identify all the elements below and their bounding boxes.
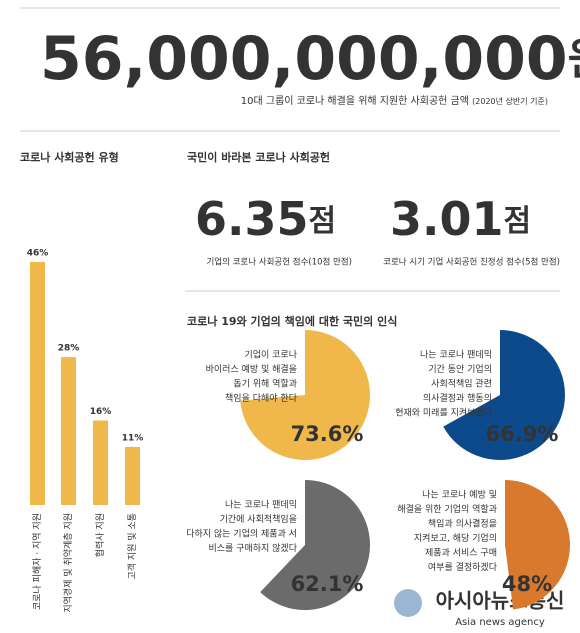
watermark-logo [394,589,422,617]
pie-annotation: 해결을 위한 기업의 역할과 [397,504,497,515]
bar [125,446,140,505]
pie-annotation: 나는 코로나 예방 및 [422,489,497,501]
pie-slice [240,330,370,460]
bar [93,420,108,505]
category-label: 협력사 지원 [94,513,106,557]
pie-annotation: 기간에 사회적책임을 [220,513,297,525]
value-label: 11% [122,433,144,443]
bar [61,357,76,505]
category-label: 고객 지원 및 소통 [126,513,138,580]
value-label: 48% [502,572,552,596]
pie-slice [505,480,570,610]
pie-annotation: 다하지 않는 기업의 제품과 서 [186,529,297,540]
pie-annotation: 지켜보고, 해당 기업의 [414,533,497,544]
headline: 56,000,000,000원 [40,24,580,94]
pie-annotation: 나는 코로나 팬데믹 [225,499,297,511]
pie-annotation: 돕기 위해 역할과 [233,379,297,390]
score-label: 기업의 코로나 사회공헌 점수(10점 만점) [206,257,352,268]
category-label: 지역경제 및 취약계층 지원 [62,513,74,613]
section-title: 코로나 19와 기업의 책임에 대한 국민의 인식 [187,314,397,328]
pie-annotation: 기간 동안 기업의 [428,364,492,375]
pie-annotation: 책임과 의사결정을 [428,518,497,530]
pie-annotation: 현재와 미래를 지켜보겠다 [395,407,493,419]
pie-annotation: 기업이 코로나 [244,350,297,361]
headline-caption: 10대 그룹이 코로나 해결을 위해 지원한 사회공헌 금액 (2020년 상반… [241,94,548,107]
bar [30,262,45,505]
pie-annotation: 비스를 구매하지 않겠다 [208,543,297,554]
category-label: 코로나 피해자 · 지역 지원 [32,513,43,610]
pie-annotation: 나는 코로나 팬데믹 [420,349,492,361]
value-label: 66.9% [486,422,559,446]
pie-annotation: 제품과 서비스 구매 [425,548,497,559]
watermark-sub: Asia news agency [455,617,545,628]
score: 6.35점 [195,192,336,246]
value-label: 46% [27,249,49,259]
bar-title: 코로나 사회공헌 유형 [20,150,119,164]
value-label: 16% [90,407,112,417]
pie-annotation: 여부를 결정하겠다 [428,561,498,573]
pie-annotation: 바이러스 예방 및 해결을 [206,363,297,375]
pie-slice [260,480,370,610]
value-label: 73.6% [291,422,364,446]
score-label: 코로나 시기 기업 사회공헌 진정성 점수(5점 만점) [383,257,560,268]
pie-annotation: 의사결정과 행동의 [423,392,492,404]
value-label: 28% [58,344,80,354]
pie-annotation: 사회적책임 관련 [431,378,492,390]
pie-slice [443,330,565,460]
score: 3.01점 [390,192,531,246]
section-title: 국민이 바라본 코로나 사회공헌 [187,150,330,164]
pie-annotation: 책임을 다해야 한다 [225,392,298,404]
value-label: 62.1% [291,572,364,596]
